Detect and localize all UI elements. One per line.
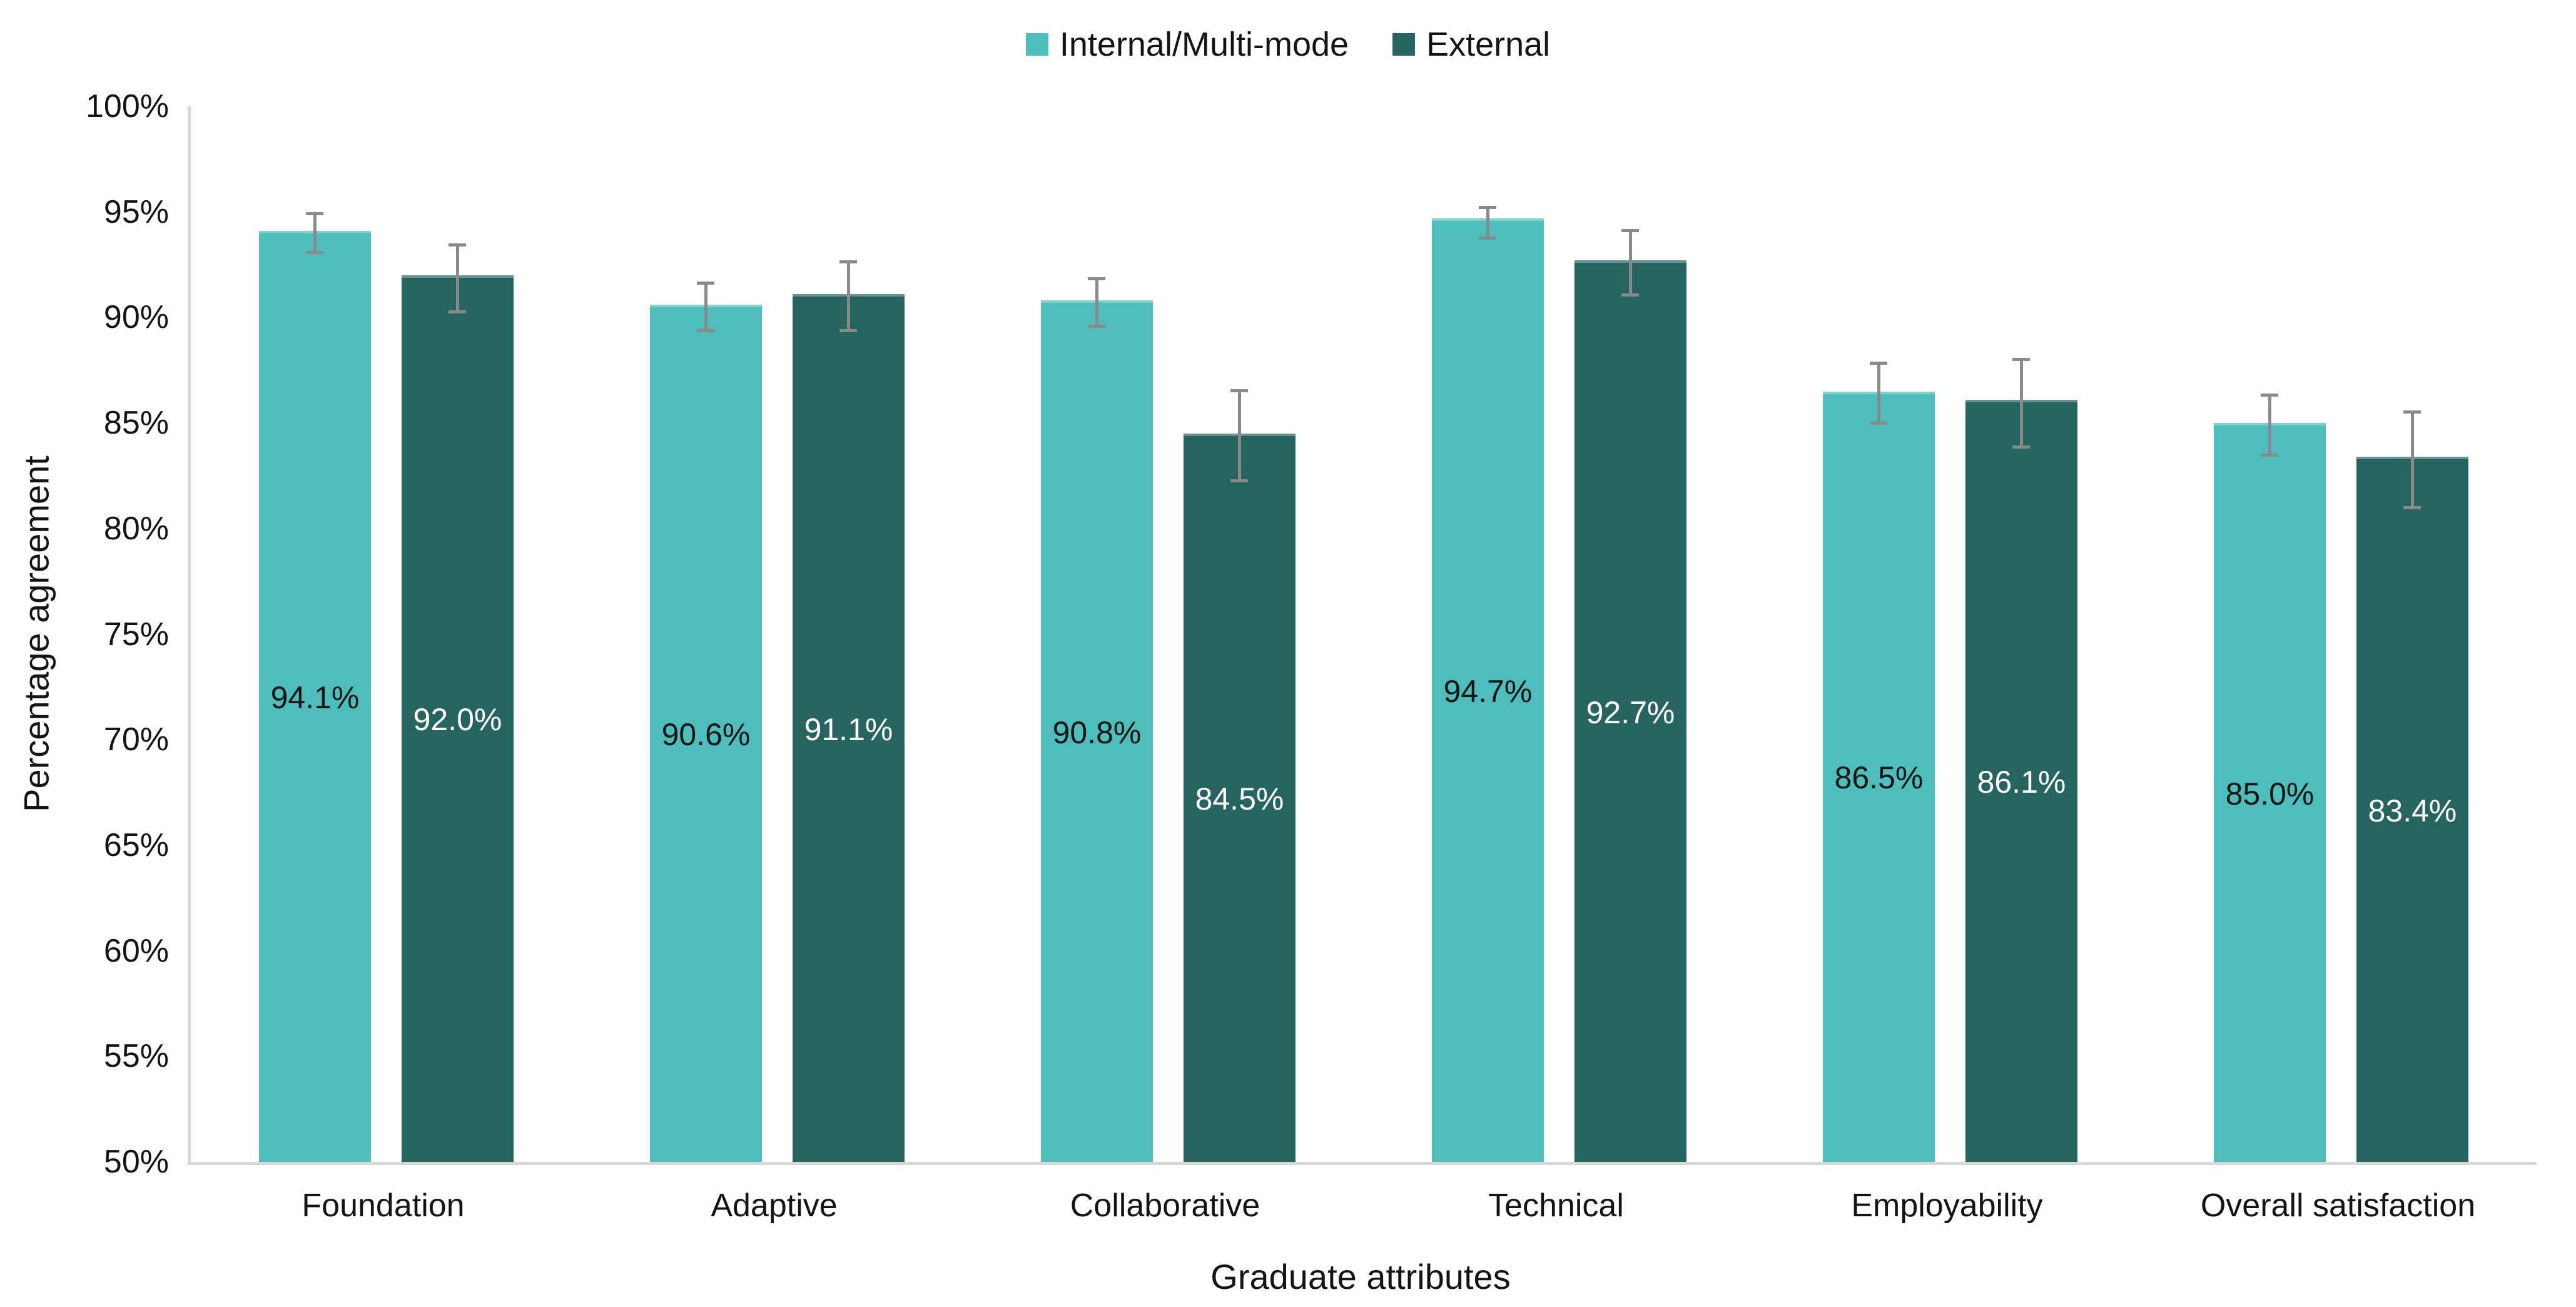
y-axis-tick-label: 65% — [103, 826, 169, 863]
error-bar-line — [1628, 228, 1632, 297]
y-axis-tick-label: 50% — [103, 1144, 169, 1180]
bar-value-label: 94.7% — [1443, 673, 1533, 709]
error-bar-cap — [2012, 357, 2031, 361]
error-bar-cap — [2012, 445, 2031, 449]
y-axis-tick-label: 85% — [103, 405, 169, 442]
bar-value-label: 92.0% — [413, 702, 502, 738]
error-bar-line — [2410, 410, 2414, 510]
plot-area: 94.1% 92.0% 90.6% 91.1% 90.8% 84.5% 94.7% 92.7%… — [188, 106, 2537, 1165]
bar-value-label: 86.1% — [1977, 765, 2066, 800]
x-axis-category-labels: Foundation Adaptive Collaborative Technical… — [188, 1184, 2533, 1228]
bar-internal-adaptive: 90.6% — [649, 305, 762, 1162]
error-bar-line — [313, 211, 317, 255]
bar-group-adaptive: 90.6% 91.1% — [582, 106, 973, 1162]
error-bar-cap — [449, 310, 467, 313]
error-bar-cap — [2261, 454, 2279, 457]
legend-item-external: External — [1392, 25, 1550, 64]
y-axis-tick-label: 70% — [103, 721, 169, 758]
legend-swatch-icon — [1025, 33, 1048, 56]
bar-external-technical: 92.7% — [1574, 260, 1686, 1162]
legend-label: Internal/Multi-mode — [1059, 26, 1349, 63]
error-bar-cap — [1870, 422, 1888, 425]
error-bar-cap — [1230, 389, 1249, 393]
bar-group-employability: 86.5% 86.1% — [1755, 106, 2146, 1162]
bar-value-label: 90.8% — [1052, 715, 1142, 750]
error-bar-cap — [2403, 506, 2421, 510]
bar-value-label: 92.7% — [1586, 694, 1675, 730]
error-bar-line — [455, 243, 459, 313]
error-bar-cap — [839, 329, 858, 332]
y-axis-tick-label: 90% — [103, 299, 169, 336]
legend-label: External — [1426, 26, 1551, 63]
error-bar-cap — [1479, 205, 1497, 209]
error-bar-cap — [1230, 479, 1249, 482]
bar-internal-employability: 86.5% — [1822, 391, 1935, 1162]
bar-value-label: 90.6% — [661, 717, 751, 753]
y-axis-tick-label: 95% — [103, 193, 169, 230]
y-axis-tick-label: 75% — [103, 616, 169, 653]
error-bar-cap — [2261, 393, 2279, 397]
y-axis-tick-label: 55% — [103, 1038, 169, 1075]
bar-external-employability: 86.1% — [1965, 400, 2077, 1162]
bar-group-overall-satisfaction: 85.0% 83.4% — [2146, 106, 2537, 1162]
error-bar-cap — [2403, 410, 2421, 414]
y-axis-tick-label: 100% — [86, 88, 169, 125]
error-bar-cap — [697, 282, 715, 285]
x-axis-title: Graduate attributes — [1210, 1257, 1511, 1296]
bar-value-label: 94.1% — [270, 680, 360, 716]
error-bar-cap — [1621, 228, 1640, 232]
error-bar-cap — [1479, 236, 1497, 240]
bar-value-label: 86.5% — [1834, 760, 1924, 796]
bar-group-foundation: 94.1% 92.0% — [191, 106, 582, 1162]
bar-external-collaborative: 84.5% — [1183, 433, 1296, 1162]
x-axis-category-label: Collaborative — [1070, 1187, 1260, 1224]
bar-value-label: 91.1% — [804, 711, 893, 747]
bar-group-technical: 94.7% 92.7% — [1364, 106, 1755, 1162]
error-bar-line — [846, 260, 850, 332]
error-bar-cap — [1088, 325, 1106, 328]
bar-value-label: 83.4% — [2368, 793, 2457, 828]
error-bar-cap — [697, 329, 715, 332]
bar-internal-collaborative: 90.8% — [1040, 300, 1153, 1162]
error-bar-line — [2019, 357, 2023, 449]
error-bar-line — [1237, 389, 1241, 482]
error-bar-cap — [1088, 277, 1106, 281]
bar-value-label: 84.5% — [1195, 781, 1284, 816]
x-axis-category-label: Technical — [1488, 1187, 1624, 1224]
legend-swatch-icon — [1392, 33, 1416, 56]
error-bar-line — [704, 282, 707, 332]
x-axis-category-label: Foundation — [302, 1187, 465, 1224]
y-axis-tick-label: 60% — [103, 932, 169, 969]
error-bar-line — [1095, 277, 1098, 328]
error-bar-cap — [306, 251, 324, 255]
x-axis-category-label: Overall satisfaction — [2200, 1187, 2476, 1224]
x-axis-category-label: Adaptive — [711, 1187, 838, 1224]
x-axis-category-label: Employability — [1851, 1187, 2043, 1224]
bar-internal-overall-satisfaction: 85.0% — [2213, 423, 2326, 1162]
bar-external-adaptive: 91.1% — [792, 294, 905, 1162]
error-bar-cap — [1870, 362, 1888, 365]
error-bar-line — [2268, 393, 2271, 457]
error-bar-line — [1486, 205, 1489, 240]
bar-internal-technical: 94.7% — [1431, 218, 1544, 1162]
error-bar-line — [1877, 362, 1880, 425]
y-axis-tick-label: 80% — [103, 510, 169, 547]
bar-value-label: 85.0% — [2225, 776, 2315, 811]
legend-item-internal-multi-mode: Internal/Multi-mode — [1025, 25, 1349, 64]
bar-internal-foundation: 94.1% — [258, 231, 371, 1162]
bar-external-overall-satisfaction: 83.4% — [2356, 457, 2468, 1162]
bar-group-collaborative: 90.8% 84.5% — [973, 106, 1364, 1162]
error-bar-cap — [1621, 293, 1640, 297]
error-bar-cap — [839, 260, 858, 264]
bar-external-foundation: 92.0% — [401, 275, 514, 1162]
error-bar-cap — [449, 243, 467, 247]
error-bar-cap — [306, 211, 324, 215]
legend: Internal/Multi-mode External — [0, 25, 2576, 64]
